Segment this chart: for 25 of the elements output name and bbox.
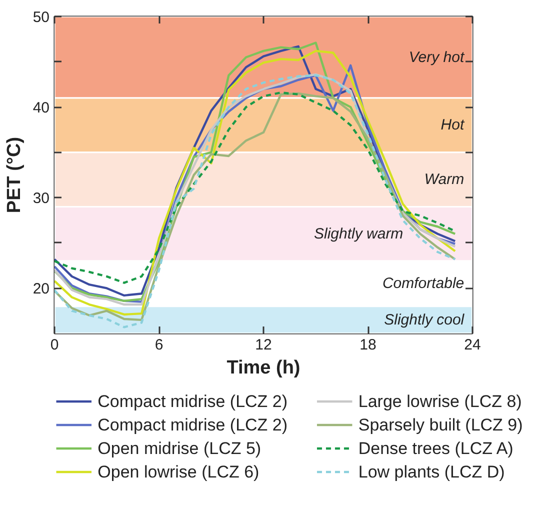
legend-label: Large lowrise (LCZ 8) bbox=[358, 392, 522, 411]
legend-label: Compact midrise (LCZ 2) bbox=[98, 416, 288, 434]
band-label: Comfortable bbox=[382, 275, 464, 292]
y-tick-label: 40 bbox=[32, 100, 50, 117]
x-tick-label: 12 bbox=[255, 336, 272, 354]
band-label: Slightly warm bbox=[314, 225, 404, 242]
y-tick-label: 20 bbox=[32, 280, 50, 298]
legend-label: Dense trees (LCZ A) bbox=[358, 439, 514, 458]
legend-label: Open midrise (LCZ 5) bbox=[98, 439, 262, 458]
band-label: Very hot bbox=[408, 48, 465, 66]
band-label: Slightly cool bbox=[384, 311, 465, 328]
x-axis-title: Time (h) bbox=[226, 358, 300, 378]
x-tick-label: 0 bbox=[50, 336, 59, 354]
x-tick-label: 24 bbox=[464, 336, 481, 354]
band-label: Hot bbox=[440, 116, 465, 134]
x-tick-label: 18 bbox=[360, 336, 376, 354]
y-tick-label: 30 bbox=[32, 190, 50, 208]
y-axis-title: PET (°C) bbox=[4, 136, 25, 214]
legend-label: Low plants (LCZ D) bbox=[358, 462, 505, 482]
y-tick-label: 50 bbox=[32, 9, 50, 26]
band-label: Warm bbox=[424, 171, 464, 188]
legend-label: Open lowrise (LCZ 6) bbox=[98, 462, 260, 482]
legend-label: Sparsely built (LCZ 9) bbox=[358, 416, 523, 434]
x-tick-label: 6 bbox=[154, 336, 164, 354]
legend-label: Compact midrise (LCZ 2) bbox=[98, 392, 288, 411]
